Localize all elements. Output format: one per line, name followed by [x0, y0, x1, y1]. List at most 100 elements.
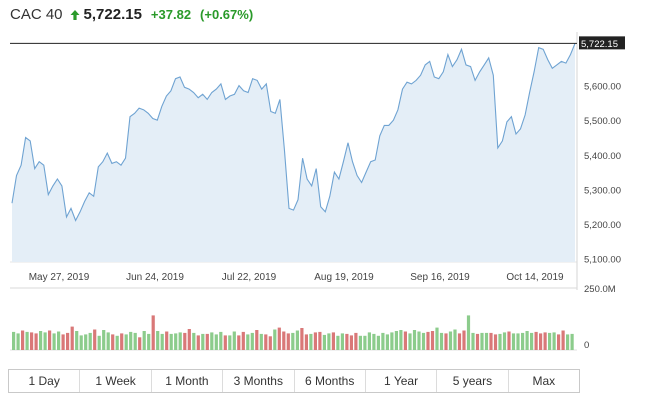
volume-bar [363, 335, 367, 350]
volume-bar [246, 334, 250, 350]
volume-bar [160, 333, 164, 350]
price-change: +37.82 [150, 6, 192, 22]
volume-bar [412, 330, 417, 350]
volume-bar [291, 332, 295, 350]
volume-bar [219, 331, 223, 350]
volume-bar [147, 333, 151, 350]
y-tick-label: 5,500.00 [584, 116, 621, 127]
volume-bar [57, 331, 61, 350]
x-tick-label: Aug 19, 2019 [314, 272, 374, 283]
volume-bar [502, 332, 507, 350]
volume-bar [34, 333, 38, 350]
volume-bar [84, 334, 88, 350]
volume-bar [489, 332, 493, 350]
volume-bar [376, 335, 380, 350]
volume-bar [462, 330, 466, 350]
volume-bar [394, 331, 398, 350]
x-tick-label: May 27, 2019 [29, 272, 90, 283]
volume-bar [539, 333, 543, 350]
tab-1-week[interactable]: 1 Week [80, 370, 152, 392]
volume-bar [421, 332, 426, 350]
volume-bar [534, 331, 538, 350]
volume-bar [318, 331, 322, 350]
volume-bar [561, 330, 565, 350]
price-chart[interactable]: Investing.com5,722.155,600.005,500.005,4… [0, 0, 650, 365]
volume-bar [43, 332, 47, 350]
volume-bar [475, 333, 480, 350]
volume-bar [466, 315, 471, 350]
tab-1-day[interactable]: 1 Day [9, 370, 81, 392]
volume-bar [70, 326, 74, 350]
volume-bar [530, 332, 534, 350]
volume-bar [183, 332, 187, 350]
x-tick-label: Sep 16, 2019 [410, 272, 470, 283]
last-price: 5,722.15 [83, 5, 142, 23]
volume-tick-label: 250.0M [584, 284, 616, 295]
volume-bar [232, 331, 236, 350]
volume-bar [264, 334, 268, 350]
volume-bar [471, 332, 475, 350]
volume-bar [120, 333, 124, 350]
volume-tick-label: 0 [584, 340, 589, 351]
volume-bar [88, 332, 92, 350]
volume-bar [210, 332, 214, 350]
volume-bar [336, 335, 340, 350]
volume-bar [52, 333, 56, 350]
x-tick-label: Oct 14, 2019 [506, 272, 564, 283]
volume-bar [30, 332, 34, 350]
volume-bar [448, 331, 453, 350]
volume-bar [543, 332, 547, 350]
volume-bar [115, 335, 119, 350]
volume-bar [21, 330, 25, 350]
tab-1-year[interactable]: 1 Year [366, 370, 438, 392]
volume-bar [349, 335, 353, 350]
volume-bar [426, 331, 430, 350]
volume-bar [408, 333, 412, 350]
volume-bar [300, 328, 304, 350]
volume-bar [430, 331, 435, 350]
volume-bar [322, 334, 326, 350]
tab-3-months[interactable]: 3 Months [223, 370, 295, 392]
volume-bar [111, 334, 115, 350]
volume-bar [106, 332, 110, 350]
volume-bar [129, 331, 133, 350]
y-tick-label: 5,200.00 [584, 220, 621, 231]
volume-bar [165, 331, 169, 350]
volume-bar [133, 332, 137, 350]
volume-bar [192, 332, 196, 350]
volume-bar [548, 332, 552, 350]
volume-bar [214, 334, 218, 350]
tab-6-months[interactable]: 6 Months [295, 370, 366, 392]
volume-bar [169, 333, 173, 350]
volume-bar [403, 331, 407, 350]
x-tick-label: Jun 24, 2019 [126, 272, 184, 283]
volume-bar [511, 333, 516, 350]
volume-bar [16, 333, 20, 350]
volume-bar [223, 335, 227, 350]
volume-bar [268, 336, 272, 350]
volume-bar [498, 333, 502, 350]
volume-bar [521, 332, 525, 350]
y-tick-label: 5,600.00 [584, 82, 621, 93]
quote-header: CAC 40 5,722.15 +37.82 (+0.67%) [10, 3, 253, 25]
volume-bar [345, 333, 349, 350]
volume-bar [138, 337, 142, 350]
volume-bar [304, 334, 308, 350]
volume-bar [241, 331, 245, 350]
tab-5-years[interactable]: 5 years [437, 370, 509, 392]
volume-bar [313, 332, 317, 350]
volume-bar [439, 332, 444, 350]
volume-bar [255, 330, 259, 350]
tab-max[interactable]: Max [532, 374, 556, 388]
volume-bar [444, 333, 448, 350]
volume-bar [566, 334, 570, 350]
y-tick-label: 5,300.00 [584, 185, 621, 196]
volume-bar [390, 332, 394, 350]
volume-bar [79, 335, 83, 350]
y-tick-label: 5,400.00 [584, 151, 621, 162]
tab-1-month[interactable]: 1 Month [152, 370, 224, 392]
volume-bar [259, 333, 263, 350]
volume-bar [570, 333, 574, 350]
volume-bar [309, 333, 313, 350]
volume-bar [93, 329, 97, 350]
